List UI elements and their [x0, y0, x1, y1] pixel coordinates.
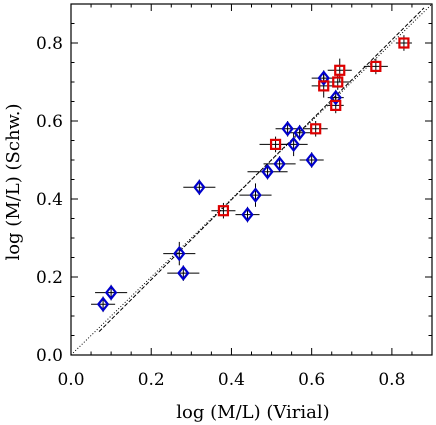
x-tick-label: 0.4: [218, 370, 245, 390]
square-point: [332, 76, 344, 88]
square-point: [370, 60, 382, 73]
square-point: [217, 205, 230, 217]
fit-line: [98, 7, 425, 332]
x-tick-label: 0.8: [378, 370, 405, 390]
diamond-point: [249, 187, 262, 203]
y-tick-label: 0.2: [36, 268, 63, 288]
x-tick-label: 0.6: [298, 370, 325, 390]
square-point: [330, 99, 342, 112]
diamond-point: [305, 152, 318, 168]
x-tick-label: 0.2: [138, 370, 165, 390]
diamond-point: [261, 163, 274, 180]
y-tick-label: 0.8: [36, 34, 63, 54]
square-point: [318, 80, 330, 92]
square-point: [398, 37, 410, 49]
y-tick-label: 0.6: [36, 112, 63, 132]
x-tick-label: 0.0: [57, 370, 84, 390]
y-tick-label: 0.4: [36, 190, 63, 210]
one-to-one-line: [70, 3, 433, 356]
diamond-point: [177, 265, 190, 281]
diamond-point: [104, 284, 118, 301]
square-point: [334, 64, 346, 76]
square-point: [310, 123, 322, 135]
y-tick-label: 0.0: [36, 346, 63, 366]
diamond-point: [96, 296, 110, 313]
y-axis-title: log (M/L) (Schw.): [3, 103, 24, 260]
square-point: [269, 138, 282, 150]
diamond-point: [241, 206, 254, 223]
diamond-point: [293, 124, 306, 141]
diamond-point: [281, 121, 294, 137]
diamond-point: [329, 89, 342, 106]
diamond-point: [193, 179, 206, 196]
diamond-point: [317, 70, 330, 86]
diamond-point: [173, 245, 186, 262]
diamond-point: [287, 136, 300, 153]
x-axis-title: log (M/L) (Virial): [176, 402, 329, 423]
diamond-point: [273, 156, 286, 172]
